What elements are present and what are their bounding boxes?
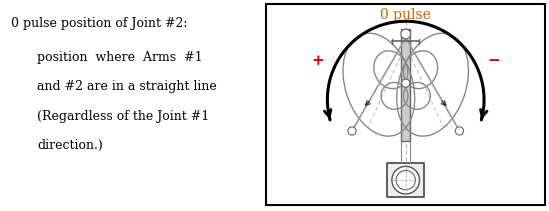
Circle shape xyxy=(392,166,419,194)
Text: position  where  Arms  #1: position where Arms #1 xyxy=(37,51,203,64)
Circle shape xyxy=(455,127,463,135)
Circle shape xyxy=(396,170,416,190)
Bar xyxy=(387,163,424,197)
Text: (Regardless of the Joint #1: (Regardless of the Joint #1 xyxy=(37,110,210,123)
Text: −: − xyxy=(488,54,500,68)
Text: 0 pulse position of Joint #2:: 0 pulse position of Joint #2: xyxy=(10,17,187,30)
Circle shape xyxy=(348,127,356,135)
Text: and #2 are in a straight line: and #2 are in a straight line xyxy=(37,80,217,93)
Text: direction.): direction.) xyxy=(37,139,103,152)
Text: 0 pulse: 0 pulse xyxy=(380,8,431,22)
Bar xyxy=(401,29,410,141)
Circle shape xyxy=(402,79,410,87)
Circle shape xyxy=(401,29,411,39)
Text: +: + xyxy=(311,54,324,68)
